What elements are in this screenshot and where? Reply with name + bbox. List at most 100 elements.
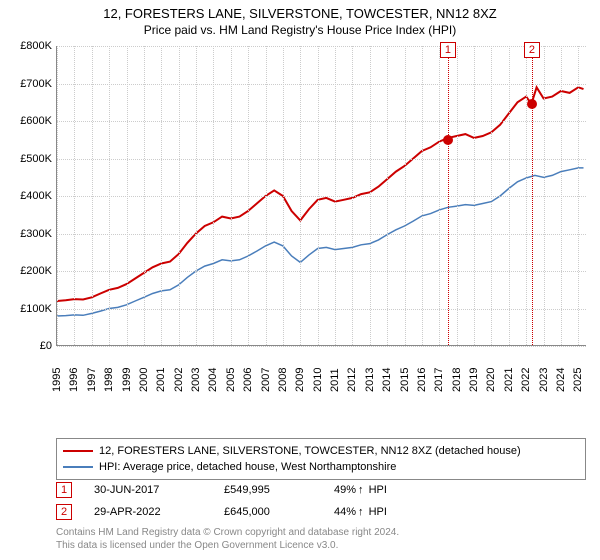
chart-subtitle: Price paid vs. HM Land Registry's House … — [0, 23, 600, 37]
sale-date: 30-JUN-2017 — [94, 484, 224, 496]
legend-label: 12, FORESTERS LANE, SILVERSTONE, TOWCEST… — [99, 445, 521, 457]
gridline-v — [179, 46, 180, 345]
gridline-v — [578, 46, 579, 345]
gridline-v — [422, 46, 423, 345]
x-tick-label: 2016 — [416, 350, 428, 392]
sale-diff: 49% HPI — [334, 484, 454, 496]
x-tick-label: 2006 — [242, 350, 254, 392]
y-tick-label: £600K — [8, 115, 52, 127]
legend-swatch — [63, 450, 93, 452]
legend-swatch — [63, 466, 93, 468]
gridline-h — [57, 121, 586, 122]
arrow-up-icon — [356, 484, 366, 496]
gridline-h — [57, 159, 586, 160]
x-tick-label: 2019 — [468, 350, 480, 392]
gridline-v — [387, 46, 388, 345]
series-property — [57, 87, 584, 301]
gridline-v — [144, 46, 145, 345]
marker-line — [448, 46, 449, 345]
x-tick-label: 2023 — [538, 350, 550, 392]
x-tick-label: 2005 — [225, 350, 237, 392]
legend-item: HPI: Average price, detached house, West… — [63, 459, 579, 475]
x-tick-label: 2017 — [433, 350, 445, 392]
gridline-v — [109, 46, 110, 345]
x-tick-label: 2013 — [364, 350, 376, 392]
x-tick-label: 1999 — [121, 350, 133, 392]
y-tick-label: £100K — [8, 303, 52, 315]
x-tick-label: 2008 — [277, 350, 289, 392]
gridline-v — [491, 46, 492, 345]
sale-diff: 44% HPI — [334, 506, 454, 518]
gridline-h — [57, 346, 586, 347]
y-tick-label: £300K — [8, 228, 52, 240]
x-tick-label: 2025 — [572, 350, 584, 392]
x-tick-label: 2007 — [260, 350, 272, 392]
sale-diff-suffix: HPI — [369, 484, 387, 496]
gridline-h — [57, 309, 586, 310]
x-tick-label: 1996 — [68, 350, 80, 392]
gridline-v — [248, 46, 249, 345]
x-tick-label: 2009 — [294, 350, 306, 392]
plot-area: 12 — [56, 46, 586, 346]
gridline-v — [457, 46, 458, 345]
x-tick-label: 2003 — [190, 350, 202, 392]
gridline-h — [57, 234, 586, 235]
y-tick-label: £400K — [8, 190, 52, 202]
gridline-v — [300, 46, 301, 345]
marker-box: 1 — [440, 42, 456, 58]
gridline-v — [213, 46, 214, 345]
sales-block: 1 30-JUN-2017 £549,995 49% HPI 2 29-APR-… — [56, 480, 586, 524]
gridline-v — [352, 46, 353, 345]
footer-line: Contains HM Land Registry data © Crown c… — [56, 526, 586, 539]
sale-diff-pct: 49% — [334, 484, 356, 496]
gridline-v — [74, 46, 75, 345]
gridline-v — [92, 46, 93, 345]
x-tick-label: 2021 — [503, 350, 515, 392]
sale-marker-box: 1 — [56, 482, 72, 498]
gridline-h — [57, 196, 586, 197]
sale-date: 29-APR-2022 — [94, 506, 224, 518]
y-tick-label: £700K — [8, 78, 52, 90]
x-tick-label: 2004 — [207, 350, 219, 392]
sale-row: 1 30-JUN-2017 £549,995 49% HPI — [56, 480, 586, 500]
x-tick-label: 2014 — [381, 350, 393, 392]
gridline-v — [544, 46, 545, 345]
gridline-v — [526, 46, 527, 345]
gridline-h — [57, 271, 586, 272]
y-tick-label: £0 — [8, 340, 52, 352]
sale-diff-suffix: HPI — [369, 506, 387, 518]
gridline-v — [509, 46, 510, 345]
x-tick-label: 2000 — [138, 350, 150, 392]
y-tick-label: £200K — [8, 265, 52, 277]
y-tick-label: £500K — [8, 153, 52, 165]
gridline-v — [318, 46, 319, 345]
gridline-v — [561, 46, 562, 345]
x-tick-label: 2012 — [346, 350, 358, 392]
gridline-v — [283, 46, 284, 345]
x-tick-label: 2010 — [312, 350, 324, 392]
series-hpi — [57, 168, 584, 316]
gridline-v — [335, 46, 336, 345]
gridline-v — [266, 46, 267, 345]
sale-diff-pct: 44% — [334, 506, 356, 518]
arrow-up-icon — [356, 506, 366, 518]
gridline-h — [57, 84, 586, 85]
legend: 12, FORESTERS LANE, SILVERSTONE, TOWCEST… — [56, 438, 586, 480]
x-tick-label: 2024 — [555, 350, 567, 392]
gridline-v — [231, 46, 232, 345]
sale-row: 2 29-APR-2022 £645,000 44% HPI — [56, 502, 586, 522]
x-tick-label: 2015 — [399, 350, 411, 392]
x-tick-label: 2018 — [451, 350, 463, 392]
gridline-v — [405, 46, 406, 345]
x-tick-label: 2001 — [155, 350, 167, 392]
marker-box: 2 — [524, 42, 540, 58]
sale-marker-box: 2 — [56, 504, 72, 520]
footer: Contains HM Land Registry data © Crown c… — [56, 526, 586, 552]
x-tick-label: 2020 — [485, 350, 497, 392]
chart-container: 12 £0£100K£200K£300K£400K£500K£600K£700K… — [8, 42, 592, 392]
marker-line — [532, 46, 533, 345]
x-tick-label: 2002 — [173, 350, 185, 392]
sale-price: £645,000 — [224, 506, 334, 518]
legend-item: 12, FORESTERS LANE, SILVERSTONE, TOWCEST… — [63, 443, 579, 459]
gridline-v — [127, 46, 128, 345]
